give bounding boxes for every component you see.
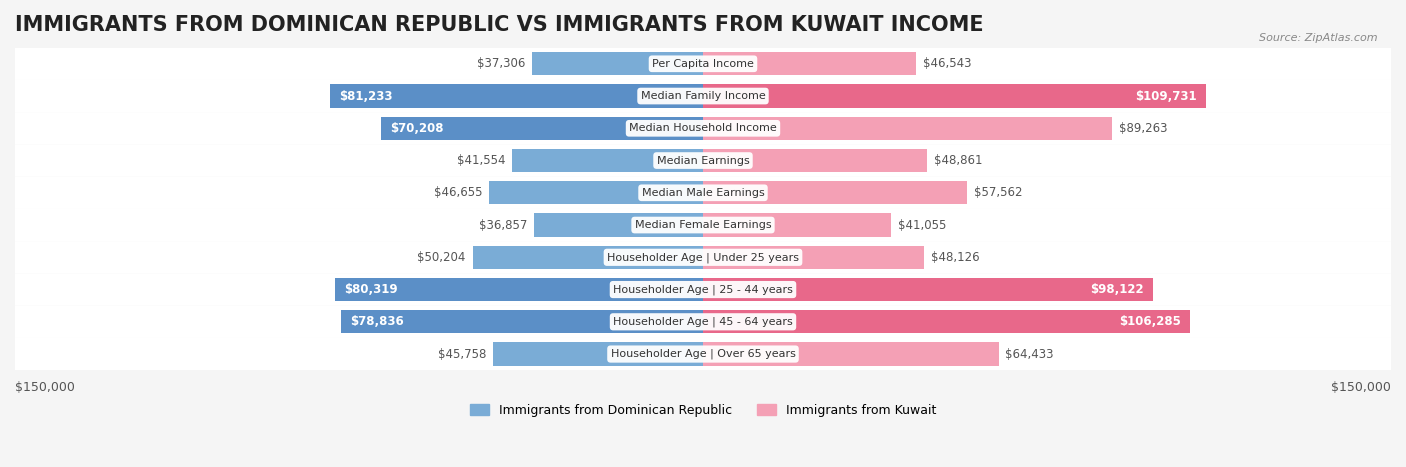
FancyBboxPatch shape	[15, 209, 1391, 241]
Text: $37,306: $37,306	[477, 57, 524, 71]
Legend: Immigrants from Dominican Republic, Immigrants from Kuwait: Immigrants from Dominican Republic, Immi…	[465, 399, 941, 422]
Text: $81,233: $81,233	[340, 90, 394, 103]
FancyBboxPatch shape	[15, 144, 1391, 177]
Bar	[703, 85, 1206, 108]
FancyBboxPatch shape	[15, 241, 1391, 273]
Text: Median Earnings: Median Earnings	[657, 156, 749, 165]
Bar	[512, 149, 703, 172]
Text: $41,055: $41,055	[898, 219, 946, 232]
Text: Householder Age | Under 25 years: Householder Age | Under 25 years	[607, 252, 799, 262]
Bar	[534, 213, 703, 237]
Text: Median Female Earnings: Median Female Earnings	[634, 220, 772, 230]
Bar	[703, 181, 967, 205]
Bar	[703, 149, 927, 172]
Text: Householder Age | 45 - 64 years: Householder Age | 45 - 64 years	[613, 317, 793, 327]
Bar	[335, 278, 703, 301]
FancyBboxPatch shape	[15, 48, 1391, 80]
Text: Householder Age | Over 65 years: Householder Age | Over 65 years	[610, 349, 796, 359]
Text: $78,836: $78,836	[350, 315, 405, 328]
FancyBboxPatch shape	[15, 306, 1391, 338]
Text: $46,655: $46,655	[433, 186, 482, 199]
Text: $70,208: $70,208	[389, 122, 444, 135]
Bar	[494, 342, 703, 366]
Bar	[330, 85, 703, 108]
Text: Median Male Earnings: Median Male Earnings	[641, 188, 765, 198]
Text: $150,000: $150,000	[1331, 382, 1391, 395]
Bar	[703, 213, 891, 237]
Bar	[703, 52, 917, 75]
Text: Per Capita Income: Per Capita Income	[652, 59, 754, 69]
FancyBboxPatch shape	[15, 112, 1391, 144]
Text: $109,731: $109,731	[1136, 90, 1197, 103]
Text: $45,758: $45,758	[437, 347, 486, 361]
Bar	[703, 278, 1153, 301]
Text: Householder Age | 25 - 44 years: Householder Age | 25 - 44 years	[613, 284, 793, 295]
FancyBboxPatch shape	[15, 80, 1391, 112]
Bar	[703, 342, 998, 366]
Text: $41,554: $41,554	[457, 154, 506, 167]
Text: $57,562: $57,562	[974, 186, 1022, 199]
Text: Median Family Income: Median Family Income	[641, 91, 765, 101]
Text: IMMIGRANTS FROM DOMINICAN REPUBLIC VS IMMIGRANTS FROM KUWAIT INCOME: IMMIGRANTS FROM DOMINICAN REPUBLIC VS IM…	[15, 15, 984, 35]
Text: Median Household Income: Median Household Income	[628, 123, 778, 133]
Text: $48,861: $48,861	[934, 154, 983, 167]
Text: $46,543: $46,543	[924, 57, 972, 71]
Bar	[703, 246, 924, 269]
FancyBboxPatch shape	[15, 273, 1391, 306]
Bar	[342, 310, 703, 333]
Bar	[381, 117, 703, 140]
Bar	[703, 310, 1191, 333]
Text: $89,263: $89,263	[1119, 122, 1168, 135]
Text: $80,319: $80,319	[344, 283, 398, 296]
FancyBboxPatch shape	[15, 338, 1391, 370]
Text: $50,204: $50,204	[418, 251, 465, 264]
Bar	[489, 181, 703, 205]
FancyBboxPatch shape	[15, 177, 1391, 209]
Text: Source: ZipAtlas.com: Source: ZipAtlas.com	[1260, 33, 1378, 42]
Text: $98,122: $98,122	[1090, 283, 1144, 296]
Text: $48,126: $48,126	[931, 251, 979, 264]
Bar	[703, 117, 1112, 140]
Bar	[531, 52, 703, 75]
Text: $36,857: $36,857	[478, 219, 527, 232]
Text: $64,433: $64,433	[1005, 347, 1054, 361]
Text: $150,000: $150,000	[15, 382, 75, 395]
Text: $106,285: $106,285	[1119, 315, 1181, 328]
Bar	[472, 246, 703, 269]
